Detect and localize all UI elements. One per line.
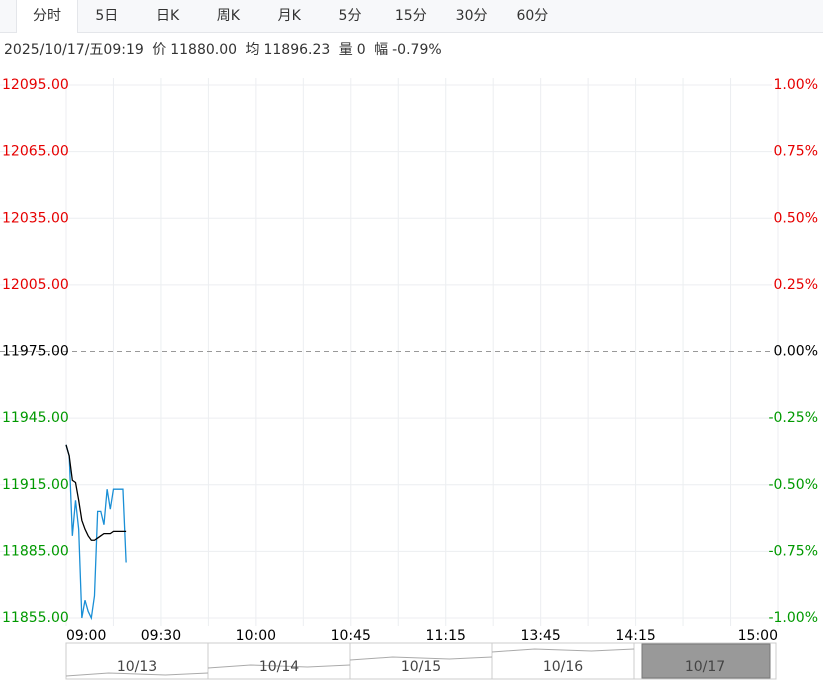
navigator-label: 10/17 — [685, 659, 725, 675]
navigator-selected — [641, 643, 771, 679]
label: 幅 — [374, 42, 389, 58]
tab[interactable]: 月K — [277, 8, 301, 24]
tab[interactable]: 周K — [216, 8, 240, 24]
y2-tick-label: 1.00% — [774, 77, 818, 93]
navigator-spark — [207, 664, 351, 669]
amplitude: -0.79% — [392, 42, 442, 58]
y2-tick-label: 0.75% — [774, 144, 818, 160]
navigator-frame — [65, 642, 777, 680]
tab[interactable]: 30分 — [455, 8, 488, 24]
x-tick-label: 15:00 — [738, 628, 778, 644]
navigator-spark — [349, 656, 493, 661]
tab[interactable]: 60分 — [516, 8, 549, 24]
x-tick-label: 14:15 — [615, 628, 655, 644]
y-tick-label: 11885.00 — [2, 543, 69, 559]
tab-bar: 分时 5日 日K 周K 月K 5分 15分 30分 60分 — [0, 0, 823, 33]
y-tick-label: 11945.00 — [2, 410, 69, 426]
tab[interactable]: 15分 — [394, 8, 427, 24]
navigator-label: 10/14 — [259, 659, 299, 675]
price: 11880.00 — [170, 42, 238, 58]
x-tick-label: 11:15 — [426, 628, 466, 644]
datetime: 2025/10/17/五09:19 — [4, 42, 144, 58]
tab[interactable]: 分时 — [16, 0, 78, 33]
volume: 0 — [356, 42, 366, 58]
y-tick-label: 12035.00 — [2, 210, 69, 226]
y-tick-label: 12095.00 — [2, 77, 69, 93]
y2-tick-label: 0.50% — [774, 210, 818, 226]
navigator-spark — [65, 672, 209, 677]
y2-tick-label: -0.50% — [768, 477, 818, 493]
y2-tick-label: -0.75% — [768, 543, 818, 559]
label: 量 — [338, 42, 353, 58]
series-line — [65, 444, 127, 541]
y-tick-label: 12005.00 — [2, 277, 69, 293]
navigator-label: 10/13 — [117, 659, 157, 675]
y-tick-label: 11855.00 — [2, 610, 69, 626]
y2-tick-label: 0.25% — [774, 277, 818, 293]
tab[interactable]: 日K — [156, 8, 180, 24]
tab[interactable]: 5分 — [338, 8, 362, 24]
x-tick-label: 10:00 — [236, 628, 276, 644]
navigator-label: 10/16 — [543, 659, 583, 675]
avg: 11896.23 — [263, 42, 331, 58]
x-tick-label: 09:00 — [66, 628, 106, 644]
y2-tick-label: -1.00% — [768, 610, 818, 626]
y2-tick-label: -0.25% — [768, 410, 818, 426]
y-tick-label: 11915.00 — [2, 477, 69, 493]
tab[interactable]: 5日 — [95, 8, 119, 24]
x-tick-label: 09:30 — [141, 628, 181, 644]
label: 均 — [245, 42, 260, 58]
navigator-spark — [491, 648, 635, 653]
x-tick-label: 13:45 — [520, 628, 560, 644]
navigator-label: 10/15 — [401, 659, 441, 675]
series-line — [65, 444, 127, 621]
label: 价 — [152, 42, 167, 58]
y-tick-label: 11975.00 — [2, 344, 69, 360]
y2-tick-label: 0.00% — [774, 344, 818, 360]
y-tick-label: 12065.00 — [2, 144, 69, 160]
x-tick-label: 10:45 — [331, 628, 371, 644]
